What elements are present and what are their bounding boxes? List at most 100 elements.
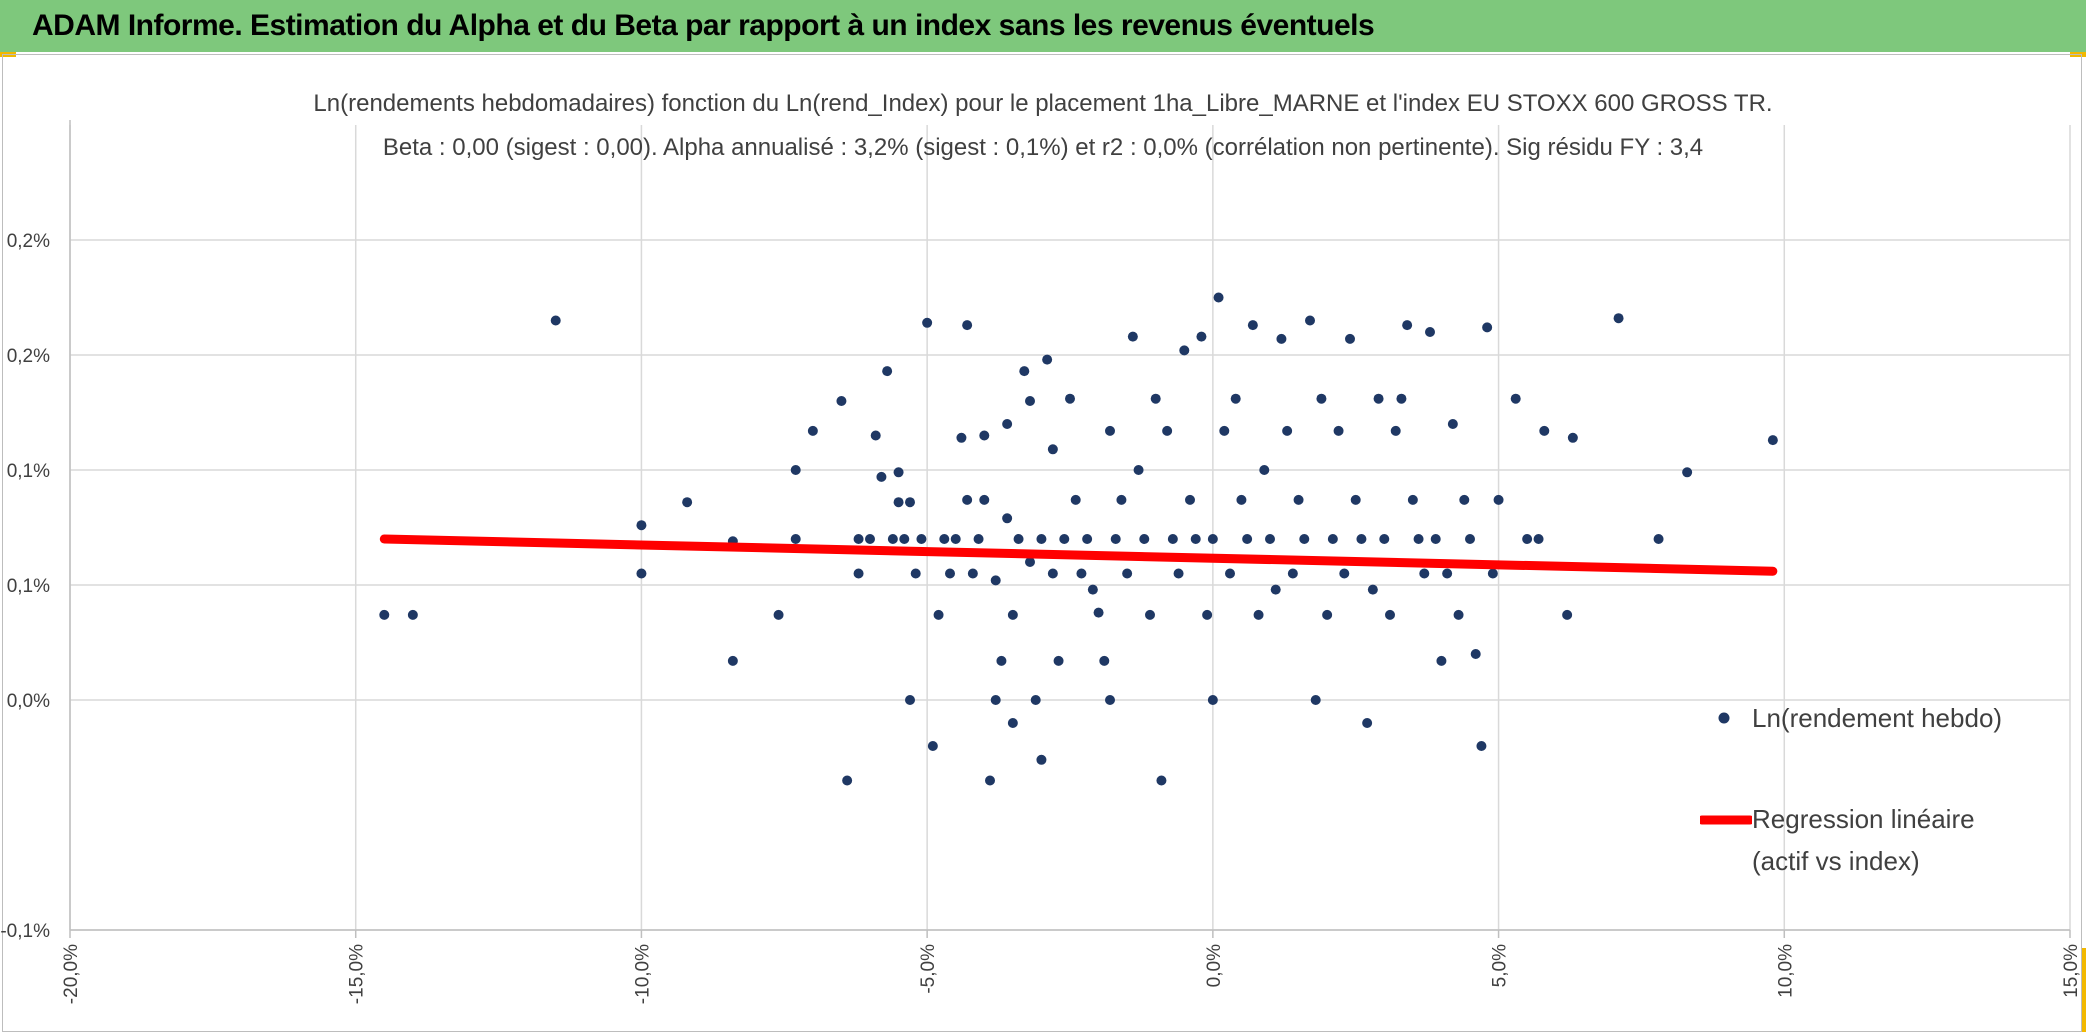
scatter-point: [1419, 568, 1430, 579]
scatter-point: [887, 534, 898, 544]
scatter-point: [979, 430, 990, 441]
scatter-point: [1247, 320, 1258, 331]
scatter-point: [1362, 718, 1373, 728]
scatter-point: [1036, 754, 1047, 765]
scatter-point: [1522, 534, 1533, 544]
y-tick-label: 0,0%: [7, 691, 50, 712]
scatter-point: [1110, 534, 1121, 544]
scatter-point: [1562, 609, 1573, 620]
scatter-point: [939, 534, 950, 544]
scatter-point: [1333, 425, 1344, 436]
scatter-point: [1259, 465, 1270, 475]
scatter-point: [1213, 292, 1224, 303]
scatter-point: [682, 497, 693, 508]
scatter-point: [379, 609, 390, 620]
scatter-point: [1053, 655, 1064, 666]
scatter-point: [922, 317, 933, 328]
scatter-point: [1390, 425, 1401, 436]
scatter-point: [1367, 584, 1378, 595]
scatter-point: [1105, 425, 1115, 436]
scatter-point: [1065, 393, 1075, 404]
scatter-point: [1253, 609, 1264, 620]
scatter-point: [1013, 534, 1024, 544]
scatter-point: [1116, 494, 1127, 505]
scatter-point: [1453, 609, 1464, 620]
scatter-point: [1276, 333, 1287, 344]
x-tick-label: 0,0%: [1204, 944, 1225, 987]
scatter-point: [899, 534, 910, 544]
x-tick-label: -20,0%: [61, 944, 82, 1004]
grid-lines: [69, 125, 2071, 931]
scatter-point: [945, 568, 955, 579]
regression-line: [379, 534, 1778, 576]
scatter-point: [1476, 741, 1487, 751]
scatter-point: [990, 575, 1001, 586]
scatter-point: [962, 320, 973, 331]
scatter-point: [1042, 354, 1053, 365]
scatter-point: [1567, 432, 1578, 443]
scatter-point: [1385, 609, 1395, 620]
scatter-point: [1407, 494, 1418, 505]
scatter-point: [1093, 607, 1104, 618]
legend-line-label-1: Regression linéaire: [1752, 804, 1975, 834]
scatter-point: [1459, 494, 1470, 505]
scatter-point: [1087, 584, 1098, 595]
corner-accent-bottom-right: [2081, 948, 2086, 1032]
scatter-point: [1242, 534, 1253, 544]
y-tick-label: 0,2%: [7, 346, 50, 367]
scatter-point: [853, 568, 864, 579]
scatter-point: [1059, 534, 1070, 544]
scatter-point: [1179, 345, 1190, 356]
legend-scatter-label: Ln(rendement hebdo): [1752, 703, 2003, 733]
scatter-point: [1396, 393, 1407, 404]
scatter-point: [973, 534, 984, 544]
scatter-point: [967, 568, 978, 579]
scatter-point: [1299, 534, 1310, 544]
scatter-point: [1293, 494, 1304, 505]
scatter-point: [1082, 534, 1093, 544]
scatter-point: [807, 425, 818, 436]
scatter-point: [842, 775, 853, 786]
scatter-point: [1379, 534, 1390, 544]
scatter-point: [636, 568, 647, 579]
scatter-point: [1682, 467, 1693, 478]
scatter-point: [1030, 695, 1041, 705]
scatter-point: [1007, 718, 1018, 728]
chart-subtitle: Beta : 0,00 (sigest : 0,00). Alpha annua…: [382, 134, 1704, 161]
chart-frame: [2, 54, 2082, 1032]
scatter-point: [790, 465, 801, 475]
x-tick-label: 5,0%: [1490, 944, 1511, 987]
scatter-point: [865, 534, 875, 544]
scatter-point: [1076, 568, 1087, 579]
scatter-point: [1310, 695, 1321, 705]
x-tick-label: 15,0%: [2061, 944, 2082, 998]
scatter-point: [1207, 695, 1218, 705]
scatter-point: [1442, 568, 1453, 579]
scatter-point: [893, 497, 904, 508]
data-points: [379, 292, 1778, 786]
x-tick-label: 10,0%: [1775, 944, 1796, 998]
scatter-point: [1613, 313, 1624, 324]
axes: [69, 120, 2071, 938]
scatter-point: [1122, 568, 1133, 579]
scatter-point: [1322, 609, 1333, 620]
scatter-point: [1207, 534, 1218, 544]
scatter-point: [910, 568, 921, 579]
scatter-point: [1133, 465, 1144, 475]
scatter-point: [1025, 396, 1035, 406]
scatter-point: [905, 695, 915, 705]
scatter-point: [1025, 557, 1035, 567]
legend-line-label-2: (actif vs index): [1752, 846, 1920, 876]
scatter-point: [1156, 775, 1167, 786]
scatter-point: [1345, 333, 1355, 344]
y-tick-label: 0,1%: [7, 461, 50, 482]
scatter-point: [882, 366, 893, 377]
scatter-point: [1173, 568, 1184, 579]
legend-scatter-marker: [1718, 712, 1730, 724]
scatter-point: [893, 467, 904, 478]
scatter-point: [1070, 494, 1081, 505]
scatter-point: [790, 534, 801, 544]
scatter-point: [870, 430, 881, 441]
scatter-point: [1316, 393, 1327, 404]
